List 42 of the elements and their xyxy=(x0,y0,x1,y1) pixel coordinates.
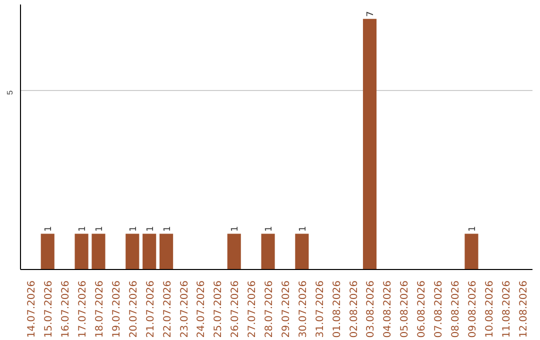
x-tick-label: 02.08.2026 xyxy=(348,280,360,338)
data-label: 1 xyxy=(264,226,275,232)
data-label: 1 xyxy=(230,226,241,232)
x-tick-label: 14.07.2026 xyxy=(26,280,38,338)
x-tick-label: 27.07.2026 xyxy=(247,280,258,338)
x-tick-label: 06.08.2026 xyxy=(416,280,428,338)
x-tick-label: 26.07.2026 xyxy=(230,280,242,338)
x-tick-label: 31.07.2026 xyxy=(314,280,326,338)
x-tick-label: 15.07.2026 xyxy=(44,280,55,338)
x-tick-label: 03.08.2026 xyxy=(366,280,377,338)
x-tick-label: 22.07.2026 xyxy=(162,280,174,338)
x-tick-label: 29.07.2026 xyxy=(280,280,292,338)
data-label: 1 xyxy=(468,226,478,232)
data-label: 1 xyxy=(162,226,173,232)
x-tick-label: 01.08.2026 xyxy=(332,280,343,338)
x-tick-label: 07.08.2026 xyxy=(434,280,445,338)
data-label: 1 xyxy=(94,226,105,232)
data-label: 1 xyxy=(146,226,156,232)
data-label: 1 xyxy=(44,226,54,232)
x-tick-label: 08.08.2026 xyxy=(450,280,462,338)
x-tick-label: 25.07.2026 xyxy=(213,280,224,338)
x-tick-label: 17.07.2026 xyxy=(78,280,89,338)
data-label: 1 xyxy=(298,226,308,232)
x-tick-label: 04.08.2026 xyxy=(382,280,394,338)
y-tick-label: 5 xyxy=(6,90,14,95)
x-tick-label: 30.07.2026 xyxy=(298,280,309,338)
x-tick-label: 09.08.2026 xyxy=(467,280,478,338)
x-tick-label: 05.08.2026 xyxy=(400,280,411,338)
x-tick-label: 23.07.2026 xyxy=(179,280,190,338)
data-label: 1 xyxy=(78,226,88,232)
x-tick-label: 12.08.2026 xyxy=(518,280,530,338)
x-tick-label: 16.07.2026 xyxy=(60,280,72,338)
x-tick-label: 19.07.2026 xyxy=(111,280,122,338)
x-tick-label: 11.08.2026 xyxy=(501,280,512,338)
data-label: 1 xyxy=(128,226,139,232)
data-label: 7 xyxy=(366,11,376,17)
x-tick-label: 10.08.2026 xyxy=(484,280,496,338)
x-tick-label: 20.07.2026 xyxy=(128,280,140,338)
x-tick-label: 18.07.2026 xyxy=(94,280,106,338)
x-tick-label: 28.07.2026 xyxy=(264,280,276,338)
x-tick-label: 21.07.2026 xyxy=(145,280,156,338)
x-tick-label: 24.07.2026 xyxy=(196,280,208,338)
